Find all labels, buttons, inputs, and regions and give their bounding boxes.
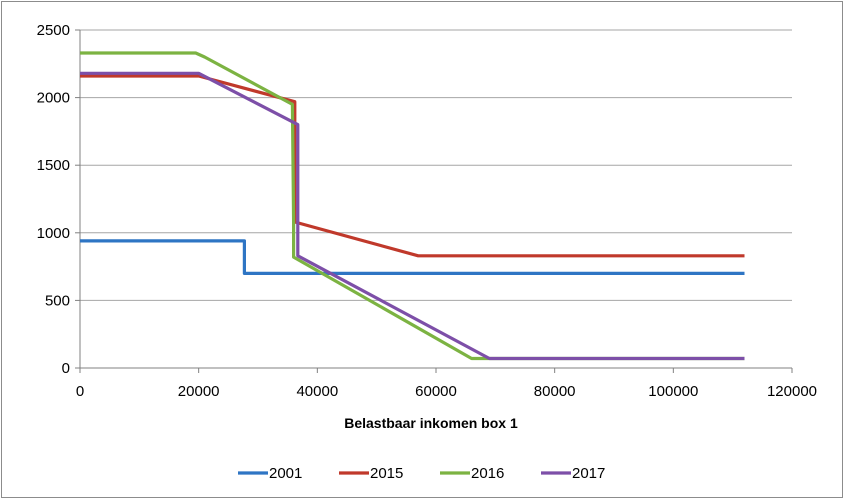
y-tick-label: 1500 xyxy=(37,157,70,174)
series-lines xyxy=(80,51,745,361)
series-line-2016 xyxy=(80,51,745,361)
gridlines xyxy=(80,29,792,301)
x-tick-label: 120000 xyxy=(767,383,817,400)
y-tick-label: 0 xyxy=(62,360,70,377)
legend-label-2017: 2017 xyxy=(572,465,605,482)
x-tick-label: 40000 xyxy=(296,383,338,400)
y-tick-label: 2500 xyxy=(37,22,70,39)
y-tick-label: 500 xyxy=(45,292,70,309)
axes xyxy=(75,29,793,373)
legend-label-2015: 2015 xyxy=(370,465,403,482)
x-tick-label: 80000 xyxy=(534,383,576,400)
legend-label-2016: 2016 xyxy=(471,465,504,482)
x-tick-label: 100000 xyxy=(648,383,698,400)
x-tick-label: 20000 xyxy=(178,383,220,400)
x-axis-title: Belastbaar inkomen box 1 xyxy=(344,415,518,431)
series-line-2015 xyxy=(80,74,745,258)
y-tick-label: 2000 xyxy=(37,90,70,107)
x-tick-label: 60000 xyxy=(415,383,457,400)
x-axis-tick-labels: 0 20000 40000 60000 80000 100000 120000 xyxy=(76,383,817,400)
y-tick-label: 1000 xyxy=(37,225,70,242)
legend: 2001 2015 2016 2017 xyxy=(238,465,605,482)
legend-label-2001: 2001 xyxy=(269,465,302,482)
series-line-2017 xyxy=(80,71,745,361)
x-tick-label: 0 xyxy=(76,383,84,400)
series-line-2001 xyxy=(80,239,745,275)
y-axis-tick-labels: 0 500 1000 1500 2000 2500 xyxy=(37,22,70,377)
